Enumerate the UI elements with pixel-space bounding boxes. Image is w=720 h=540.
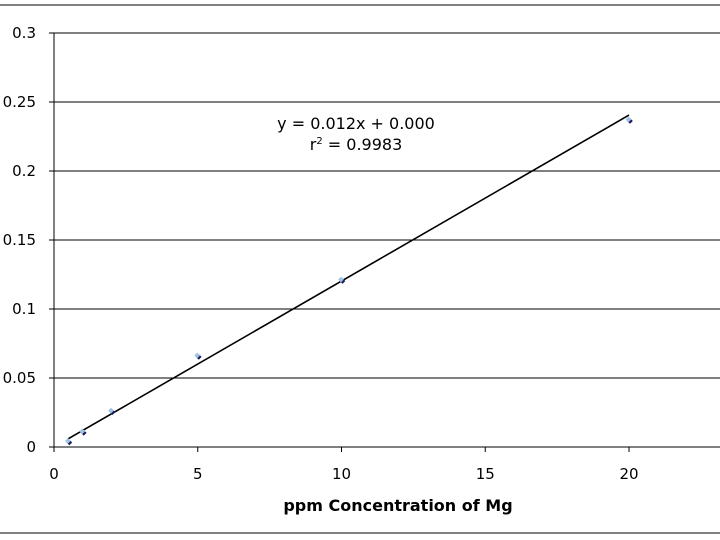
y-tick-label: 0.05	[3, 369, 36, 387]
y-tick-label: 0.2	[12, 162, 36, 180]
data-point	[625, 116, 633, 124]
gridlines	[54, 32, 720, 379]
data-point	[338, 276, 346, 284]
r-squared-value: = 0.9983	[323, 135, 403, 154]
y-tick-label: 0	[26, 438, 36, 456]
data-points	[65, 116, 633, 446]
x-tick-label: 10	[332, 465, 351, 483]
data-point	[108, 407, 116, 415]
y-tick-label: 0.15	[3, 231, 36, 249]
data-point-marker	[108, 407, 114, 414]
data-point-marker	[338, 276, 344, 283]
data-point-marker	[625, 116, 632, 123]
data-point	[79, 428, 87, 436]
data-point	[65, 438, 73, 446]
data-point-marker	[65, 438, 71, 444]
trendline-group	[67, 114, 630, 440]
r-squared-prefix: r	[310, 135, 317, 154]
x-tick-label: 0	[49, 465, 59, 483]
data-point-marker	[194, 352, 201, 359]
r-squared-label: r2 = 0.9983	[310, 135, 403, 154]
trendline	[67, 114, 630, 440]
x-tick-label: 20	[619, 465, 638, 483]
y-tick-labels: 0 0.05 0.1 0.15 0.2 0.25 0.3	[3, 24, 36, 456]
y-tick-label: 0.25	[3, 93, 36, 111]
data-point	[194, 352, 202, 360]
data-point-marker	[79, 428, 86, 435]
x-tick-label: 5	[193, 465, 203, 483]
y-tick-label: 0.3	[12, 24, 36, 42]
x-tick-labels: 0 5 10 15 20	[49, 465, 638, 483]
y-tick-label: 0.1	[12, 300, 36, 318]
trendline-equation: y = 0.012x + 0.000	[277, 114, 435, 133]
x-tick-label: 15	[476, 465, 495, 483]
r-squared-superscript: 2	[316, 136, 322, 147]
x-axis-title: ppm Concentration of Mg	[283, 496, 512, 515]
axes	[49, 32, 720, 452]
